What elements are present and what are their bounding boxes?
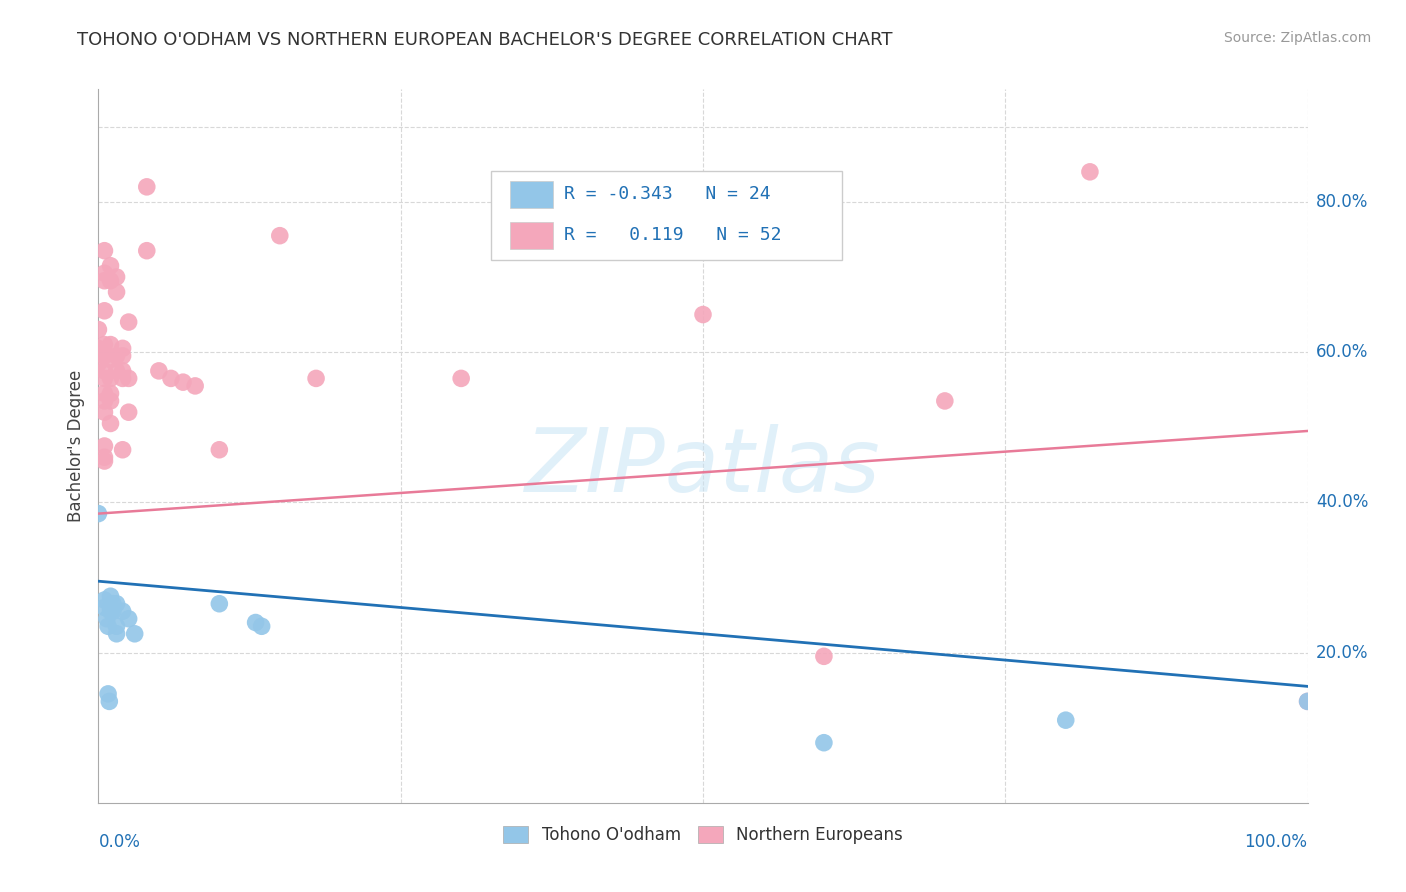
Point <box>93 244 115 258</box>
Point <box>100 604 122 618</box>
Point <box>101 597 124 611</box>
Text: R = -0.343   N = 24: R = -0.343 N = 24 <box>564 186 770 203</box>
Point <box>172 375 194 389</box>
Point <box>1296 694 1319 708</box>
Text: 60.0%: 60.0% <box>1316 343 1368 361</box>
Point <box>450 371 472 385</box>
Point <box>105 349 128 363</box>
Point <box>105 627 128 641</box>
Point <box>87 356 110 370</box>
Point <box>93 371 115 385</box>
Point <box>1296 694 1319 708</box>
FancyBboxPatch shape <box>509 222 553 249</box>
Point <box>96 612 118 626</box>
Point <box>245 615 267 630</box>
Point <box>105 364 128 378</box>
Point <box>93 454 115 468</box>
Point <box>118 405 141 419</box>
Point <box>100 600 122 615</box>
Point <box>111 604 134 618</box>
Point <box>111 349 134 363</box>
Point <box>93 266 115 280</box>
Point <box>101 604 124 618</box>
Point <box>692 308 714 322</box>
Text: R =   0.119   N = 52: R = 0.119 N = 52 <box>564 227 782 244</box>
Point <box>93 450 115 465</box>
Point <box>93 349 115 363</box>
Point <box>105 285 128 299</box>
Point <box>93 364 115 378</box>
Point <box>93 274 115 288</box>
Point <box>305 371 328 385</box>
Text: Source: ZipAtlas.com: Source: ZipAtlas.com <box>1223 31 1371 45</box>
Point <box>208 442 231 457</box>
Point <box>111 342 134 356</box>
Point <box>87 322 110 336</box>
FancyBboxPatch shape <box>509 180 553 208</box>
Point <box>100 274 122 288</box>
Point <box>160 371 183 385</box>
Point <box>105 597 128 611</box>
Point <box>87 507 110 521</box>
Point <box>87 342 110 356</box>
Point <box>135 179 157 194</box>
Legend: Tohono O'odham, Northern Europeans: Tohono O'odham, Northern Europeans <box>503 826 903 845</box>
Text: 40.0%: 40.0% <box>1316 493 1368 511</box>
FancyBboxPatch shape <box>492 171 842 260</box>
Y-axis label: Bachelor's Degree: Bachelor's Degree <box>66 370 84 522</box>
Point <box>93 600 115 615</box>
Text: 0.0%: 0.0% <box>98 833 141 851</box>
Text: ZIPatlas: ZIPatlas <box>526 425 880 510</box>
Point <box>111 364 134 378</box>
Point <box>93 439 115 453</box>
Text: 20.0%: 20.0% <box>1316 643 1368 662</box>
Point <box>118 371 141 385</box>
Point <box>269 228 291 243</box>
Point <box>934 393 956 408</box>
Point <box>118 612 141 626</box>
Point <box>135 244 157 258</box>
Point <box>98 694 121 708</box>
Text: 100.0%: 100.0% <box>1244 833 1308 851</box>
Point <box>250 619 273 633</box>
Point <box>184 379 207 393</box>
Point <box>124 627 146 641</box>
Point <box>105 619 128 633</box>
Point <box>111 371 134 385</box>
Point <box>93 303 115 318</box>
Point <box>111 442 134 457</box>
Point <box>93 386 115 401</box>
Point <box>97 687 120 701</box>
Point <box>813 649 835 664</box>
Point <box>93 405 115 419</box>
Point <box>100 259 122 273</box>
Point <box>100 417 122 431</box>
Point <box>208 597 231 611</box>
Point <box>148 364 170 378</box>
Point <box>105 270 128 285</box>
Point <box>813 736 835 750</box>
Text: 80.0%: 80.0% <box>1316 193 1368 211</box>
Point <box>100 393 122 408</box>
Point <box>100 352 122 367</box>
Point <box>100 371 122 385</box>
Point <box>118 315 141 329</box>
Point <box>93 393 115 408</box>
Text: TOHONO O'ODHAM VS NORTHERN EUROPEAN BACHELOR'S DEGREE CORRELATION CHART: TOHONO O'ODHAM VS NORTHERN EUROPEAN BACH… <box>77 31 893 49</box>
Point <box>93 593 115 607</box>
Point <box>100 386 122 401</box>
Point <box>93 337 115 351</box>
Point <box>97 619 120 633</box>
Point <box>100 337 122 351</box>
Point <box>1054 713 1077 727</box>
Point <box>100 589 122 603</box>
Point <box>1078 165 1101 179</box>
